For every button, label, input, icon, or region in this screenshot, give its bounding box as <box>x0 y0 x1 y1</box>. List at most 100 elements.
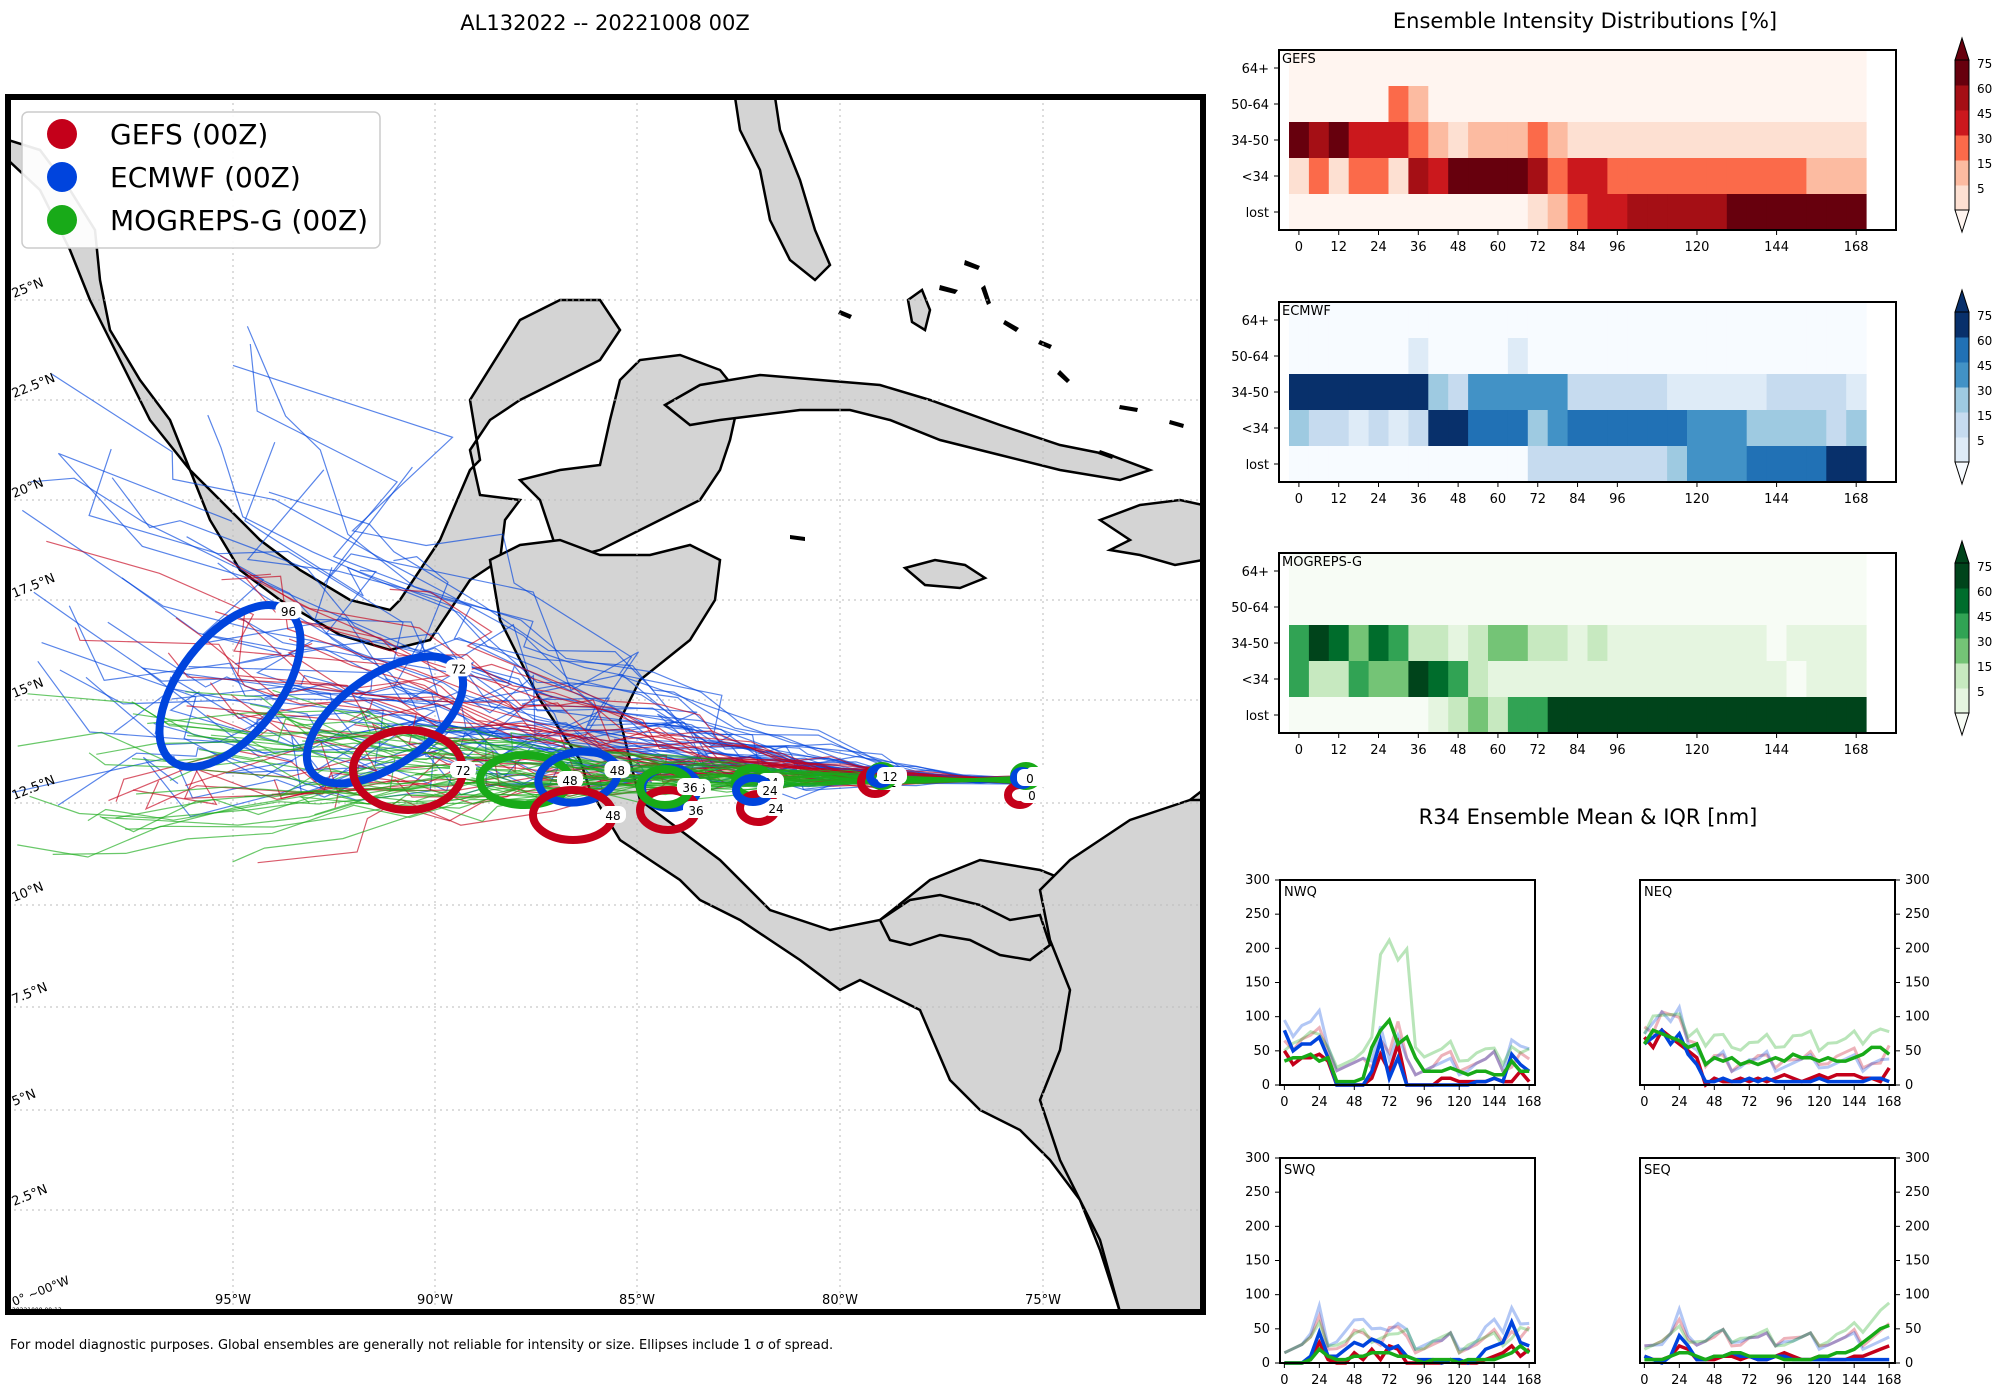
heat-cell <box>1328 625 1350 662</box>
ellipse-label: 72 <box>451 662 466 676</box>
r34-iqr-line <box>1283 1007 1530 1077</box>
r34-y-label: 50 <box>1905 1044 1922 1059</box>
heat-cell <box>1647 661 1668 698</box>
r34-x-label: 48 <box>1346 1373 1363 1388</box>
heat-cell <box>1746 374 1768 411</box>
heat-cell <box>1846 194 1867 231</box>
legend-swatch-gefs <box>47 119 77 149</box>
heat-cell <box>1766 158 1787 195</box>
heat-cell <box>1587 338 1608 375</box>
land-mexico <box>8 138 622 652</box>
heat-cell <box>1846 697 1867 734</box>
heat-cell <box>1468 194 1489 231</box>
intensity-y-label: lost <box>1246 206 1269 221</box>
heat-cell <box>1647 302 1668 339</box>
heat-cell <box>1826 86 1847 123</box>
r34-y-label: 300 <box>1245 873 1270 888</box>
intensity-x-label: 36 <box>1410 492 1427 507</box>
heat-cell <box>1368 446 1389 483</box>
heat-cell <box>1627 553 1648 590</box>
heat-cell <box>1308 50 1330 87</box>
legend-label-mogreps: MOGREPS-G (00Z) <box>110 204 368 237</box>
heat-cell <box>1766 589 1787 626</box>
intensity-x-label: 48 <box>1450 240 1467 255</box>
heat-cell <box>1448 697 1469 734</box>
heat-cell <box>1846 446 1867 483</box>
colorbar-label: 75 <box>1977 57 1992 71</box>
heat-cell <box>1706 410 1728 447</box>
ellipse-label-bg <box>600 806 626 823</box>
ellipse-label-bg <box>557 771 583 788</box>
heat-cell <box>1507 553 1529 590</box>
heat-cell <box>1428 50 1449 87</box>
heat-cell <box>1627 338 1648 375</box>
intensity-x-label: 24 <box>1370 240 1387 255</box>
heat-cell <box>1846 158 1867 195</box>
r34-x-label: 0 <box>1640 1373 1648 1388</box>
r34-panel: SWQ 0 50 100 150 200 250 300 0 24 48 72 96 120 144 168 <box>1245 1151 1541 1388</box>
heat-cell <box>1428 697 1449 734</box>
heat-cell <box>1368 194 1389 231</box>
heat-cell <box>1289 158 1310 195</box>
heat-cell <box>1368 661 1389 698</box>
heat-cell <box>1667 446 1688 483</box>
heat-cell <box>1687 194 1708 231</box>
colorbar-top-arrow <box>1954 539 1970 564</box>
ellipse-label: 96 <box>281 605 296 619</box>
land-jamaica <box>902 558 988 590</box>
intensity-panels: GEFS 64+ 50-64 34-50 <34 lost 0 12 24 36 48 60 72 84 9… <box>1231 36 1992 758</box>
heat-cell <box>1826 50 1847 87</box>
heat-cell <box>1488 122 1509 159</box>
heat-cell <box>1488 661 1509 698</box>
heat-cell <box>1567 86 1588 123</box>
colorbar-label: 75 <box>1977 560 1992 574</box>
heat-cell <box>1507 158 1529 195</box>
heat-cell <box>1726 661 1748 698</box>
heat-cell <box>1289 553 1310 590</box>
heat-cell <box>1388 194 1409 231</box>
land-panama <box>878 893 1052 962</box>
heat-cell <box>1448 589 1469 626</box>
heat-cell <box>1587 553 1608 590</box>
heat-cell <box>1627 410 1648 447</box>
heat-cell <box>1567 625 1588 662</box>
intensity-y-label: 50-64 <box>1231 350 1269 365</box>
heat-cell <box>1667 50 1688 87</box>
heat-cell <box>1846 50 1867 87</box>
heat-cell <box>1448 410 1469 447</box>
heat-cell <box>1328 302 1350 339</box>
heat-cell <box>1687 374 1708 411</box>
r34-y-label: 0 <box>1262 1356 1270 1371</box>
r34-iqr-line <box>1283 936 1530 1070</box>
heat-cell <box>1308 122 1330 159</box>
heat-cell <box>1448 158 1469 195</box>
heat-cell <box>1348 661 1370 698</box>
heat-cell <box>1667 194 1688 231</box>
r34-y-label: 300 <box>1905 1151 1930 1166</box>
heat-cell <box>1607 410 1628 447</box>
intensity-x-label: 144 <box>1764 240 1789 255</box>
r34-y-label: 0 <box>1262 1078 1270 1093</box>
heat-cell <box>1408 446 1429 483</box>
heat-cell <box>1527 661 1549 698</box>
colorbar-frame <box>1954 562 1970 714</box>
heat-cell <box>1627 122 1648 159</box>
heat-cell <box>1607 158 1628 195</box>
heat-cell <box>1468 122 1489 159</box>
heat-cell <box>1806 50 1827 87</box>
intensity-y-label: <34 <box>1242 170 1269 185</box>
r34-y-label: 50 <box>1905 1322 1922 1337</box>
heat-cell <box>1806 338 1827 375</box>
heat-cell <box>1468 625 1489 662</box>
r34-x-label: 96 <box>1776 1095 1793 1110</box>
intensity-x-label: 120 <box>1685 743 1710 758</box>
heat-cell <box>1527 410 1549 447</box>
r34-y-label: 250 <box>1905 907 1930 922</box>
heat-cell <box>1448 86 1469 123</box>
heat-cell <box>1527 338 1549 375</box>
colorbar-label: 60 <box>1977 82 1992 96</box>
heat-cell <box>1408 50 1429 87</box>
heat-cell <box>1766 661 1787 698</box>
heat-cell <box>1667 410 1688 447</box>
colorbar-label: 15 <box>1977 157 1992 171</box>
